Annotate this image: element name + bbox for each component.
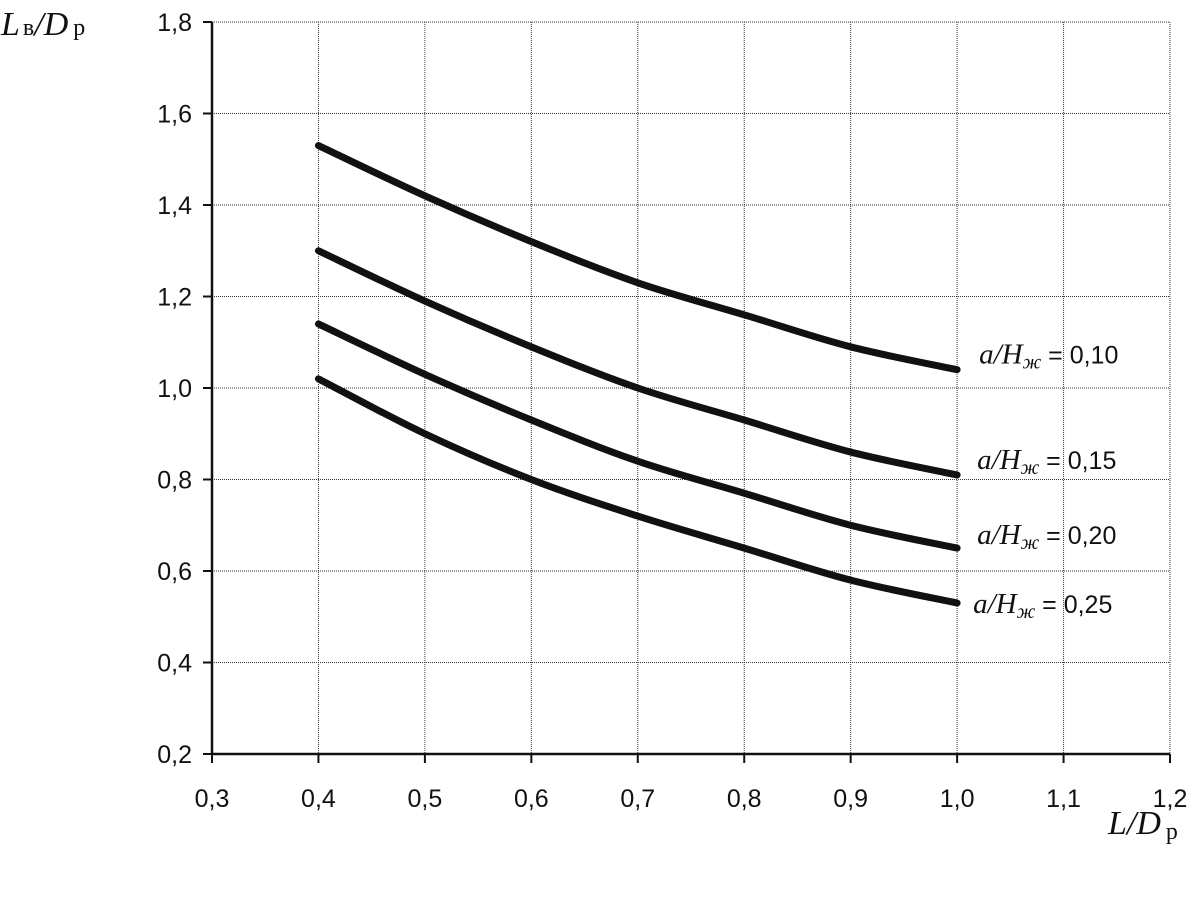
- x-tick-label: 0,5: [408, 785, 443, 813]
- x-tick-label: 0,8: [727, 785, 762, 813]
- y-tick-label: 1,0: [157, 375, 192, 403]
- x-tick-label: 0,6: [514, 785, 549, 813]
- x-tick-label: 0,3: [195, 785, 230, 813]
- series-labels: a/Hж = 0,10 a/Hж = 0,15 a/Hж = 0,20 a/Hж = …: [973, 339, 1118, 623]
- x-tick-label: 0,7: [620, 785, 655, 813]
- y-tick-label: 1,8: [157, 9, 192, 37]
- y-tick-label: 0,8: [157, 467, 192, 495]
- y-tick-label: 1,6: [157, 101, 192, 129]
- y-tick-label: 0,2: [157, 741, 192, 769]
- x-tick-label: 1,1: [1046, 785, 1081, 813]
- x-axis-label: L/D р: [1107, 805, 1178, 845]
- y-tick-label: 1,2: [157, 284, 192, 312]
- series-label: a/Hж = 0,10: [979, 339, 1118, 374]
- axes: [203, 21, 1171, 763]
- x-tick-label: 0,9: [833, 785, 868, 813]
- x-tick-label: 1,0: [940, 785, 975, 813]
- series-label: a/Hж = 0,25: [973, 588, 1112, 623]
- series-label: a/Hж = 0,20: [977, 519, 1116, 554]
- y-tick-label: 0,6: [157, 558, 192, 586]
- y-tick-labels: 0,2 0,4 0,6 0,8 1,0 1,2 1,4 1,6 1,8: [157, 9, 192, 769]
- y-tick-label: 1,4: [157, 192, 192, 220]
- x-tick-label: 0,4: [301, 785, 336, 813]
- grid: [212, 21, 1171, 754]
- series-label: a/Hж = 0,15: [977, 444, 1116, 479]
- y-tick-label: 0,4: [157, 650, 192, 678]
- x-tick-label: 1,2: [1153, 785, 1188, 813]
- series-lines: [314, 142, 961, 607]
- x-tick-labels: 0,3 0,4 0,5 0,6 0,7 0,8 0,9 1,0 1,1 1,2: [195, 785, 1188, 813]
